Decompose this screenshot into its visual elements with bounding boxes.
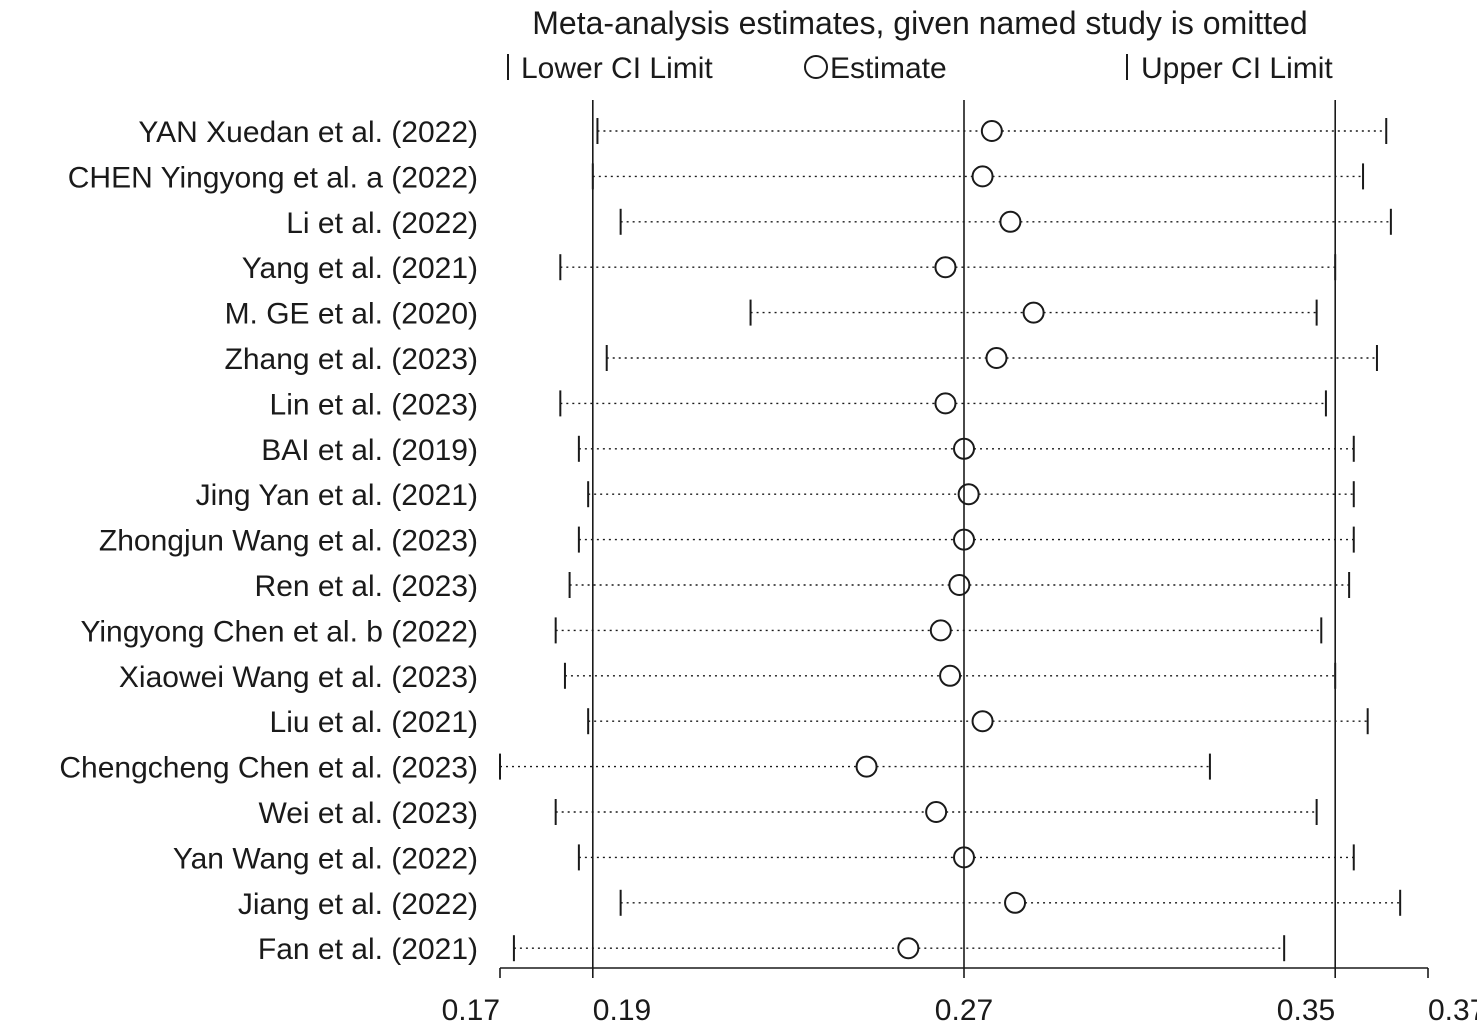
x-tick-label: 0.35 <box>1277 994 1335 1027</box>
legend-estimate-label: Estimate <box>830 52 947 85</box>
study-label: Fan et al. (2021) <box>258 933 478 966</box>
plot-area: YAN Xuedan et al. (2022) CHEN Yingyong et… <box>59 100 1477 1027</box>
study-row: Lin et al. (2023) <box>270 388 1327 421</box>
study-label: YAN Xuedan et al. (2022) <box>138 116 478 149</box>
x-tick-label: 0.37 <box>1428 994 1477 1027</box>
estimate-marker <box>897 937 920 960</box>
x-tick-label: 0.19 <box>593 994 651 1027</box>
estimate-marker <box>953 846 975 869</box>
estimate-marker <box>1022 301 1045 324</box>
chart-title: Meta-analysis estimates, given named stu… <box>532 5 1307 41</box>
study-label: Xiaowei Wang et al. (2023) <box>119 661 478 694</box>
study-rows: YAN Xuedan et al. (2022) CHEN Yingyong et… <box>59 116 1402 966</box>
study-row: CHEN Yingyong et al. a (2022) <box>68 161 1365 194</box>
x-axis: 0.17 0.19 0.27 0.35 0.37 <box>442 967 1477 1027</box>
study-row: Zhongjun Wang et al. (2023) <box>99 525 1355 558</box>
study-row: Jing Yan et al. (2021) <box>196 479 1355 512</box>
study-label: Jing Yan et al. (2021) <box>196 479 478 512</box>
estimate-marker <box>985 347 1008 369</box>
chart-header: Meta-analysis estimates, given named stu… <box>507 5 1333 85</box>
study-row: Ren et al. (2023) <box>255 570 1351 603</box>
estimate-marker <box>971 710 994 733</box>
study-label: Zhongjun Wang et al. (2023) <box>99 525 478 558</box>
estimate-marker <box>948 574 971 596</box>
estimate-marker <box>957 483 980 506</box>
study-label: M. GE et al. (2020) <box>225 298 478 331</box>
legend-lower-label: Lower CI Limit <box>521 52 713 85</box>
study-label: Jiang et al. (2022) <box>238 888 478 921</box>
study-row: Liu et al. (2021) <box>270 706 1369 739</box>
study-row: BAI et al. (2019) <box>261 434 1355 467</box>
study-row: M. GE et al. (2020) <box>225 298 1318 331</box>
study-label: Li et al. (2022) <box>286 207 478 240</box>
study-label: Lin et al. (2023) <box>270 388 478 421</box>
estimate-marker <box>925 801 948 823</box>
estimate-marker <box>953 437 975 460</box>
study-row: Xiaowei Wang et al. (2023) <box>119 661 1337 694</box>
estimate-marker <box>953 528 975 551</box>
study-label: Wei et al. (2023) <box>258 797 478 830</box>
estimate-marker <box>971 165 994 188</box>
estimate-marker <box>934 256 957 279</box>
study-row: Zhang et al. (2023) <box>225 343 1378 376</box>
study-label: Chengcheng Chen et al. (2023) <box>59 752 478 785</box>
study-row: Yang et al. (2021) <box>242 252 1337 285</box>
x-tick-label: 0.27 <box>935 994 993 1027</box>
study-label: CHEN Yingyong et al. a (2022) <box>68 161 478 194</box>
study-label: Yan Wang et al. (2022) <box>173 842 478 875</box>
study-row: Chengcheng Chen et al. (2023) <box>59 752 1211 785</box>
x-tick-label: 0.17 <box>442 994 500 1027</box>
estimate-marker <box>934 392 957 415</box>
study-label: Ren et al. (2023) <box>255 570 478 603</box>
estimate-marker <box>1004 891 1027 914</box>
study-row: Wei et al. (2023) <box>258 797 1318 830</box>
study-label: Liu et al. (2021) <box>270 706 478 739</box>
study-row: Jiang et al. (2022) <box>238 888 1402 921</box>
study-label: Yingyong Chen et al. b (2022) <box>81 615 479 648</box>
estimate-marker <box>929 619 952 642</box>
study-row: Li et al. (2022) <box>286 207 1392 240</box>
study-label: Zhang et al. (2023) <box>225 343 479 376</box>
study-label: Yang et al. (2021) <box>242 252 478 285</box>
estimate-marker <box>855 755 878 778</box>
estimate-marker <box>980 120 1003 142</box>
study-row: YAN Xuedan et al. (2022) <box>138 116 1388 149</box>
study-row: Fan et al. (2021) <box>258 933 1286 966</box>
study-row: Yingyong Chen et al. b (2022) <box>81 615 1323 648</box>
legend-estimate-marker <box>804 55 828 79</box>
study-label: BAI et al. (2019) <box>261 434 478 467</box>
reference-lines <box>591 100 1336 968</box>
study-row: Yan Wang et al. (2022) <box>173 842 1355 875</box>
legend-upper-label: Upper CI Limit <box>1141 52 1333 85</box>
estimate-marker <box>939 664 962 687</box>
estimate-marker <box>999 210 1022 233</box>
